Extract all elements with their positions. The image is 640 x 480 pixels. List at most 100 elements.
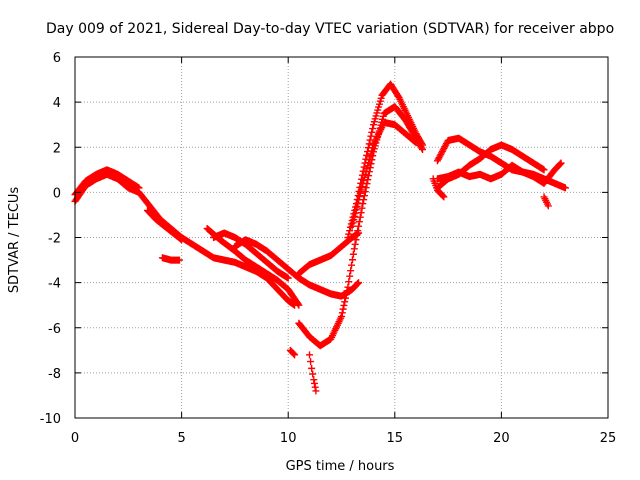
- data-point: [350, 216, 358, 224]
- data-point: [368, 128, 376, 136]
- series-track-I: [348, 118, 420, 230]
- data-point: [350, 245, 358, 253]
- data-point: [290, 350, 298, 358]
- data-point: [360, 192, 368, 200]
- x-tick-label: 10: [280, 431, 297, 446]
- data-point: [357, 186, 365, 194]
- data-point: [439, 192, 447, 200]
- x-tick-label: 20: [493, 431, 510, 446]
- data-point: [353, 202, 361, 210]
- data-point: [354, 279, 362, 287]
- data-point: [561, 184, 569, 192]
- data-point: [356, 193, 364, 201]
- y-tick-label: 6: [53, 51, 61, 66]
- data-point: [355, 222, 363, 230]
- x-tick-label: 15: [387, 431, 404, 446]
- data-point: [307, 358, 315, 366]
- data-point: [175, 256, 183, 264]
- data-point: [341, 298, 349, 306]
- data-point: [348, 222, 356, 230]
- data-point: [369, 125, 377, 133]
- data-point: [312, 387, 320, 395]
- data-point: [418, 140, 426, 148]
- y-axis-ticks: -10 -8 -6 -4 -2 0 2 4 6: [40, 51, 608, 427]
- series-track-P: [540, 193, 552, 210]
- data-point: [349, 219, 357, 227]
- data-point: [294, 300, 302, 308]
- x-axis-label: GPS time / hours: [286, 459, 395, 474]
- data-point: [341, 294, 349, 302]
- data-point: [544, 202, 552, 210]
- series-track-M: [433, 141, 548, 192]
- data-point: [348, 261, 356, 269]
- data-point: [352, 206, 360, 214]
- data-point: [343, 287, 351, 295]
- data-point: [412, 139, 420, 147]
- data-point: [351, 212, 359, 220]
- data-point: [338, 312, 345, 320]
- series-track-E: [231, 236, 363, 300]
- data-point: [361, 188, 369, 196]
- data-point: [351, 240, 359, 248]
- series-track-N: [433, 159, 565, 187]
- data-point: [338, 309, 346, 317]
- data-point: [362, 184, 370, 192]
- data-point: [344, 234, 352, 241]
- data-point: [556, 160, 564, 168]
- series-track-R: [158, 254, 183, 264]
- series-track-G: [295, 229, 363, 278]
- series-track-O: [429, 175, 448, 201]
- y-tick-label: 4: [53, 96, 61, 111]
- data-point: [366, 136, 374, 144]
- data-point: [310, 379, 318, 387]
- data-point: [345, 278, 353, 286]
- data-point: [358, 183, 366, 191]
- data-point: [356, 189, 364, 197]
- data-point: [355, 218, 363, 226]
- y-tick-label: -10: [40, 412, 61, 427]
- data-point: [135, 184, 143, 192]
- data-point: [351, 209, 359, 217]
- data-point: [346, 272, 354, 280]
- data-point: [295, 301, 303, 309]
- y-tick-label: 0: [53, 186, 61, 201]
- data-point: [557, 159, 565, 167]
- grid-lines: [75, 57, 608, 418]
- data-point: [358, 204, 366, 212]
- data-point: [346, 227, 354, 235]
- series-track-J: [306, 351, 320, 395]
- chart-title: Day 009 of 2021, Sidereal Day-to-day VTE…: [46, 21, 614, 37]
- data-point: [540, 166, 548, 174]
- data-point: [356, 213, 364, 221]
- x-tick-label: 0: [71, 431, 79, 446]
- data-point: [178, 236, 186, 244]
- y-tick-label: -8: [48, 367, 61, 382]
- data-point: [340, 301, 348, 309]
- y-tick-label: -2: [48, 232, 61, 247]
- data-point: [339, 305, 347, 313]
- data-point: [284, 274, 292, 282]
- data-point: [344, 283, 352, 291]
- data-point: [355, 196, 363, 204]
- data-point: [311, 383, 319, 391]
- series-track-F: [295, 103, 427, 350]
- data-point: [349, 250, 357, 258]
- data-point: [306, 351, 314, 359]
- y-tick-label: -6: [48, 322, 61, 337]
- data-point: [367, 132, 375, 140]
- x-axis-ticks: 0 5 10 15 20 25: [71, 57, 616, 446]
- y-tick-label: 2: [53, 141, 61, 156]
- data-point: [342, 290, 350, 298]
- data-point: [291, 351, 299, 359]
- data-point: [308, 364, 316, 372]
- data-point: [309, 370, 317, 378]
- x-tick-label: 5: [177, 431, 185, 446]
- data-point: [310, 376, 318, 384]
- data-point: [345, 230, 353, 238]
- series-track-K: [143, 206, 186, 244]
- data-point: [348, 256, 356, 264]
- data-point: [354, 199, 362, 207]
- y-axis-label: SDTVAR / TECUs: [7, 187, 22, 294]
- series-track-Q: [286, 346, 299, 359]
